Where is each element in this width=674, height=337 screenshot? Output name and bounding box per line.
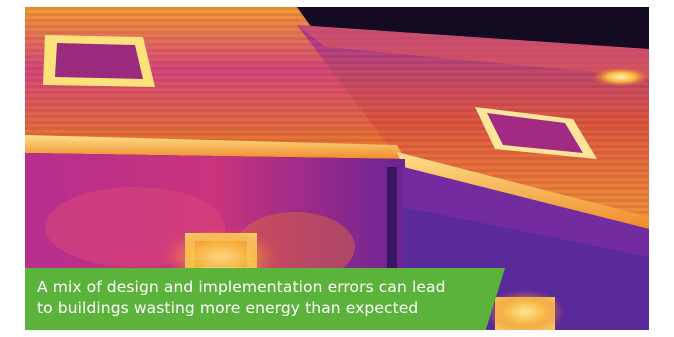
right-gutter <box>397 152 649 229</box>
hot-spot <box>591 67 649 87</box>
caption-line-1: A mix of design and implementation error… <box>37 278 446 296</box>
left-gutter <box>25 135 405 159</box>
caption-panel <box>25 268 505 330</box>
downpipe <box>387 167 397 330</box>
caption-line-2: to buildings wasting more energy than ex… <box>37 299 419 317</box>
